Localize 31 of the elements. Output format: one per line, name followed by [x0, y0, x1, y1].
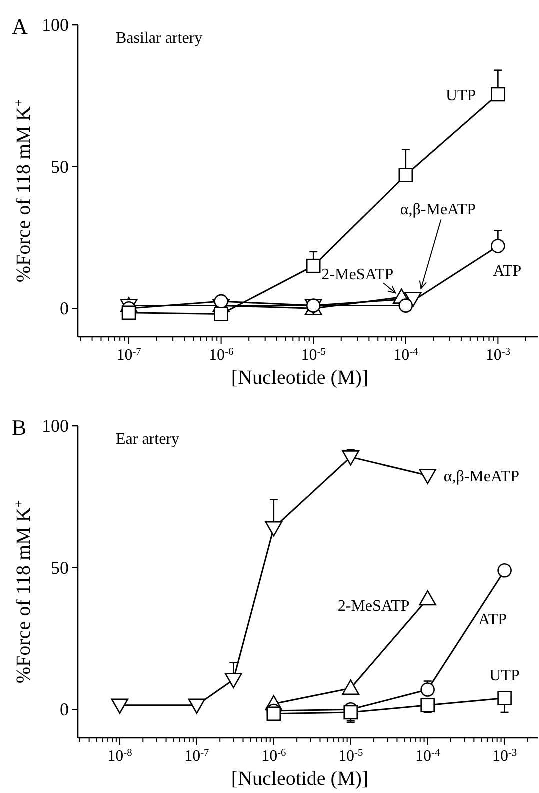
text: B	[12, 415, 27, 440]
x-tick-label: 10$^{-5}$	[301, 346, 326, 364]
x-axis-title: [Nucleotide (M)]	[231, 367, 369, 389]
x-tick-label: 10$^{-6}$	[208, 346, 234, 364]
y-tick-label: 50	[51, 558, 69, 578]
y-tick-label: 100	[42, 15, 69, 35]
chart-title: Basilar artery	[116, 30, 203, 47]
x-tick-label: 10$^{-7}$	[116, 346, 142, 364]
x-tick-label: 10$^{-5}$	[338, 748, 364, 765]
x-axis-title: [Nucleotide (M)]	[231, 768, 369, 790]
x-tick-label: 10$^{-3}$	[486, 346, 511, 364]
x-tick-label: 10$^{-4}$	[416, 748, 441, 765]
text: α,β-MeATP	[400, 202, 476, 219]
series-label: UTP	[490, 667, 520, 684]
series-label: ATP	[493, 263, 522, 280]
series-label: 2-MeSATP	[338, 598, 410, 616]
chart-title: Ear artery	[116, 431, 180, 448]
x-tick-label: 10$^{-4}$	[394, 346, 420, 364]
x-tick-label: 10$^{-3}$	[492, 748, 518, 765]
text: A	[12, 14, 28, 39]
y-tick-label: 100	[42, 416, 69, 436]
series-label: α,β-MeATP	[444, 468, 520, 486]
legend-label: 2-MeSATP	[322, 266, 394, 284]
y-tick-label: 50	[51, 156, 69, 177]
y-tick-label: 0	[60, 298, 69, 319]
series-label: ATP	[478, 612, 508, 629]
x-tick-label: 10$^{-6}$	[262, 748, 286, 765]
y-tick-label: 0	[60, 700, 69, 720]
x-tick-label: 10$^{-7}$	[184, 748, 210, 765]
series-label: UTP	[446, 87, 476, 104]
x-tick-label: 10$^{-8}$	[108, 748, 132, 765]
